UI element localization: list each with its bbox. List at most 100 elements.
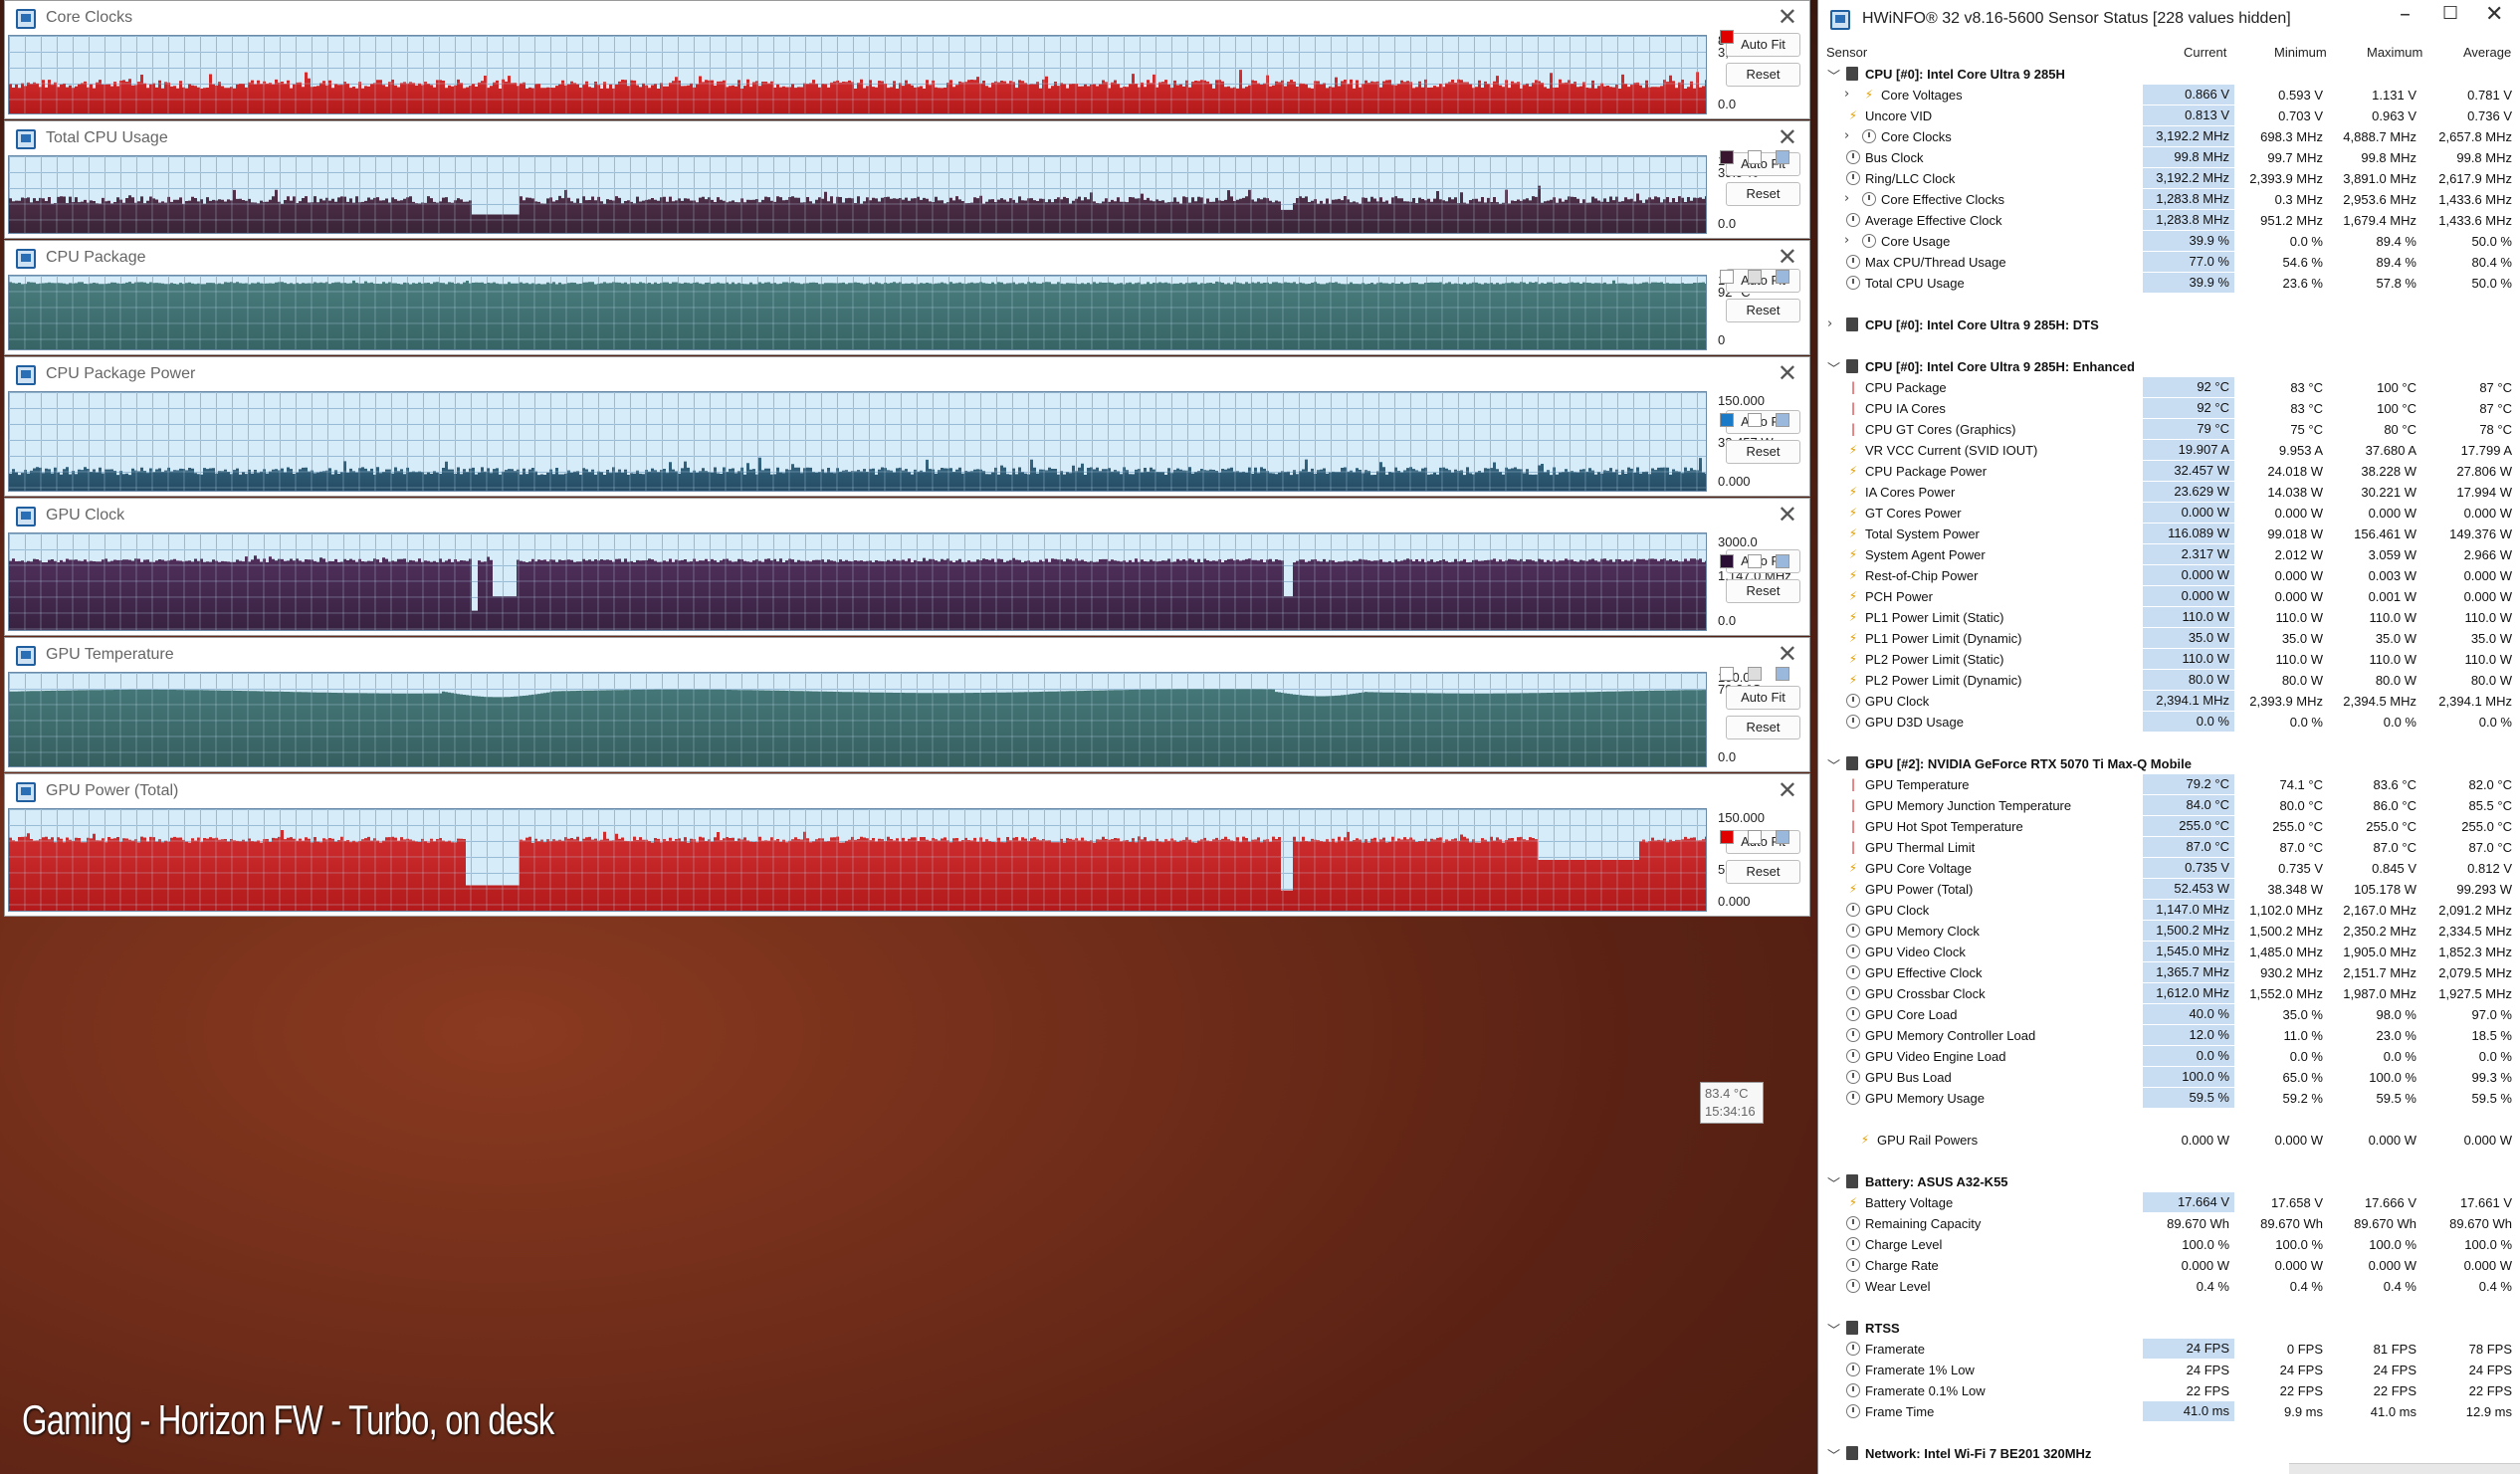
graph-window-7[interactable]: GPU Power (Total) ✕ 150.000 52.453 W Aut… — [4, 773, 1810, 917]
hwinfo-titlebar[interactable]: HWiNFO® 32 v8.16-5600 Sensor Status [228… — [1818, 0, 2520, 38]
sensor-row[interactable]: ⚡ Uncore VID 0.813 V 0.703 V 0.963 V 0.7… — [1818, 105, 2520, 126]
sensor-row[interactable]: ⚡ GPU Rail Powers 0.000 W 0.000 W 0.000 … — [1818, 1130, 2520, 1151]
sensor-row[interactable]: GPU Clock 2,394.1 MHz 2,393.9 MHz 2,394.… — [1818, 691, 2520, 712]
sensor-group-header[interactable]: ﹀ Network: Intel Wi-Fi 7 BE201 320MHz — [1818, 1443, 2520, 1464]
close-icon[interactable]: ✕ — [1777, 243, 1797, 271]
color-swatch[interactable] — [1776, 554, 1789, 568]
sensor-row[interactable]: ⚡ Rest-of-Chip Power 0.000 W 0.000 W 0.0… — [1818, 565, 2520, 586]
graph-titlebar[interactable]: GPU Clock ✕ — [5, 499, 1809, 531]
sensor-row[interactable]: Wear Level 0.4 % 0.4 % 0.4 % 0.4 % — [1818, 1276, 2520, 1297]
auto-fit-button[interactable]: Auto Fit — [1726, 33, 1800, 57]
color-swatch[interactable] — [1748, 413, 1762, 427]
sensor-group-header[interactable]: ﹀ CPU [#0]: Intel Core Ultra 9 285H — [1818, 64, 2520, 85]
sensor-row[interactable]: GPU Crossbar Clock 1,612.0 MHz 1,552.0 M… — [1818, 983, 2520, 1004]
sensor-row[interactable]: Framerate 0.1% Low 22 FPS 22 FPS 22 FPS … — [1818, 1380, 2520, 1401]
chevron-down-icon[interactable]: ﹀ — [1827, 1177, 1841, 1192]
close-icon[interactable]: ✕ — [1777, 3, 1797, 31]
color-swatch[interactable] — [1748, 270, 1762, 284]
sensor-row[interactable]: | CPU Package 92 °C 83 °C 100 °C 87 °C — [1818, 377, 2520, 398]
color-swatch[interactable] — [1720, 830, 1734, 844]
sensor-row[interactable]: GPU D3D Usage 0.0 % 0.0 % 0.0 % 0.0 % — [1818, 712, 2520, 733]
reset-button[interactable]: Reset — [1726, 579, 1800, 603]
graph-plot[interactable] — [8, 391, 1707, 492]
color-swatch[interactable] — [1720, 413, 1734, 427]
sensor-row[interactable]: Average Effective Clock 1,283.8 MHz 951.… — [1818, 210, 2520, 231]
sensor-row[interactable]: GPU Memory Controller Load 12.0 % 11.0 %… — [1818, 1025, 2520, 1046]
color-swatch[interactable] — [1720, 667, 1734, 681]
chevron-right-icon[interactable]: › — [1844, 128, 1850, 143]
minimize-icon[interactable]: – — [2400, 2, 2411, 27]
color-swatch[interactable] — [1720, 30, 1734, 44]
color-swatch[interactable] — [1720, 554, 1734, 568]
graph-plot[interactable] — [8, 155, 1707, 234]
reset-button[interactable]: Reset — [1726, 63, 1800, 87]
sensor-row[interactable]: | GPU Memory Junction Temperature 84.0 °… — [1818, 795, 2520, 816]
color-swatch[interactable] — [1748, 667, 1762, 681]
close-icon[interactable]: ✕ — [1777, 359, 1797, 387]
color-swatch[interactable] — [1776, 830, 1789, 844]
header-sensor[interactable]: Sensor — [1826, 45, 1868, 60]
chevron-right-icon[interactable]: › — [1827, 316, 1833, 331]
sensor-row[interactable]: › ⚡ Core Voltages 0.866 V 0.593 V 1.131 … — [1818, 85, 2520, 105]
sensor-row[interactable]: ⚡ PL1 Power Limit (Dynamic) 35.0 W 35.0 … — [1818, 628, 2520, 649]
close-icon[interactable]: ✕ — [1777, 501, 1797, 528]
sensor-row[interactable]: ⚡ PCH Power 0.000 W 0.000 W 0.001 W 0.00… — [1818, 586, 2520, 607]
sensor-row[interactable]: ⚡ Total System Power 116.089 W 99.018 W … — [1818, 524, 2520, 544]
sensor-group-header[interactable]: › CPU [#0]: Intel Core Ultra 9 285H: DTS — [1818, 315, 2520, 335]
sensor-row[interactable]: GPU Memory Usage 59.5 % 59.2 % 59.5 % 59… — [1818, 1088, 2520, 1109]
graph-plot[interactable] — [8, 532, 1707, 631]
sensor-row[interactable]: GPU Video Clock 1,545.0 MHz 1,485.0 MHz … — [1818, 942, 2520, 962]
chevron-down-icon[interactable]: ﹀ — [1827, 759, 1841, 774]
sensor-row[interactable]: GPU Video Engine Load 0.0 % 0.0 % 0.0 % … — [1818, 1046, 2520, 1067]
sensor-row[interactable]: › Core Effective Clocks 1,283.8 MHz 0.3 … — [1818, 189, 2520, 210]
sensor-row[interactable]: Charge Level 100.0 % 100.0 % 100.0 % 100… — [1818, 1234, 2520, 1255]
graph-titlebar[interactable]: Total CPU Usage ✕ — [5, 121, 1809, 154]
maximize-icon[interactable]: ☐ — [2442, 3, 2459, 24]
chevron-down-icon[interactable]: ﹀ — [1827, 70, 1841, 85]
graph-titlebar[interactable]: CPU Package Power ✕ — [5, 357, 1809, 390]
sensor-row[interactable]: Bus Clock 99.8 MHz 99.7 MHz 99.8 MHz 99.… — [1818, 147, 2520, 168]
sensor-row[interactable]: Remaining Capacity 89.670 Wh 89.670 Wh 8… — [1818, 1213, 2520, 1234]
reset-button[interactable]: Reset — [1726, 299, 1800, 322]
sensor-row[interactable]: ⚡ PL2 Power Limit (Dynamic) 80.0 W 80.0 … — [1818, 670, 2520, 691]
sensor-row[interactable]: GPU Memory Clock 1,500.2 MHz 1,500.2 MHz… — [1818, 921, 2520, 942]
sensor-row[interactable]: Max CPU/Thread Usage 77.0 % 54.6 % 89.4 … — [1818, 252, 2520, 273]
header-average[interactable]: Average — [2463, 45, 2512, 60]
graph-window-1[interactable]: Core Clocks ✕ 8000.0 3,192.2 MHz Auto Fi… — [4, 0, 1810, 119]
sensor-row[interactable]: GPU Effective Clock 1,365.7 MHz 930.2 MH… — [1818, 962, 2520, 983]
sensor-row[interactable]: › Core Usage 39.9 % 0.0 % 89.4 % 50.0 % — [1818, 231, 2520, 252]
sensor-row[interactable]: ⚡ GT Cores Power 0.000 W 0.000 W 0.000 W… — [1818, 503, 2520, 524]
header-maximum[interactable]: Maximum — [2367, 45, 2423, 60]
sensor-row[interactable]: | GPU Thermal Limit 87.0 °C 87.0 °C 87.0… — [1818, 837, 2520, 858]
reset-button[interactable]: Reset — [1726, 440, 1800, 464]
sensor-row[interactable]: › Core Clocks 3,192.2 MHz 698.3 MHz 4,88… — [1818, 126, 2520, 147]
color-swatch[interactable] — [1776, 413, 1789, 427]
sensor-row[interactable]: Ring/LLC Clock 3,192.2 MHz 2,393.9 MHz 3… — [1818, 168, 2520, 189]
sensor-row[interactable]: ⚡ GPU Core Voltage 0.735 V 0.735 V 0.845… — [1818, 858, 2520, 879]
chevron-right-icon[interactable]: › — [1844, 233, 1850, 248]
close-icon[interactable]: ✕ — [1777, 776, 1797, 804]
sensor-row[interactable]: | CPU IA Cores 92 °C 83 °C 100 °C 87 °C — [1818, 398, 2520, 419]
sensor-group-header[interactable]: ﹀ Battery: ASUS A32-K55 — [1818, 1171, 2520, 1192]
sensor-row[interactable]: ⚡ PL2 Power Limit (Static) 110.0 W 110.0… — [1818, 649, 2520, 670]
sensor-row[interactable]: GPU Clock 1,147.0 MHz 1,102.0 MHz 2,167.… — [1818, 900, 2520, 921]
graph-window-4[interactable]: CPU Package Power ✕ 150.000 32.457 W Aut… — [4, 356, 1810, 497]
chevron-down-icon[interactable]: ﹀ — [1827, 362, 1841, 377]
sensor-group-header[interactable]: ﹀ CPU [#0]: Intel Core Ultra 9 285H: Enh… — [1818, 356, 2520, 377]
sensor-row[interactable]: ⚡ CPU Package Power 32.457 W 24.018 W 38… — [1818, 461, 2520, 482]
sensor-row[interactable]: ⚡ VR VCC Current (SVID IOUT) 19.907 A 9.… — [1818, 440, 2520, 461]
graph-plot[interactable] — [8, 275, 1707, 350]
graph-titlebar[interactable]: GPU Power (Total) ✕ — [5, 774, 1809, 807]
reset-button[interactable]: Reset — [1726, 716, 1800, 739]
sensor-row[interactable]: Frame Time 41.0 ms 9.9 ms 41.0 ms 12.9 m… — [1818, 1401, 2520, 1422]
graph-window-3[interactable]: CPU Package ✕ 100 92 °C Auto Fit Reset 0 — [4, 240, 1810, 355]
sensor-row[interactable]: ⚡ PL1 Power Limit (Static) 110.0 W 110.0… — [1818, 607, 2520, 628]
graph-titlebar[interactable]: Core Clocks ✕ — [5, 1, 1809, 34]
close-icon[interactable]: ✕ — [2485, 2, 2504, 27]
color-swatch[interactable] — [1720, 150, 1734, 164]
chevron-right-icon[interactable]: › — [1844, 87, 1850, 102]
sensor-group-header[interactable]: ﹀ GPU [#2]: NVIDIA GeForce RTX 5070 Ti M… — [1818, 753, 2520, 774]
graph-titlebar[interactable]: GPU Temperature ✕ — [5, 638, 1809, 671]
color-swatch[interactable] — [1748, 830, 1762, 844]
sensor-row[interactable]: Framerate 24 FPS 0 FPS 81 FPS 78 FPS — [1818, 1339, 2520, 1360]
